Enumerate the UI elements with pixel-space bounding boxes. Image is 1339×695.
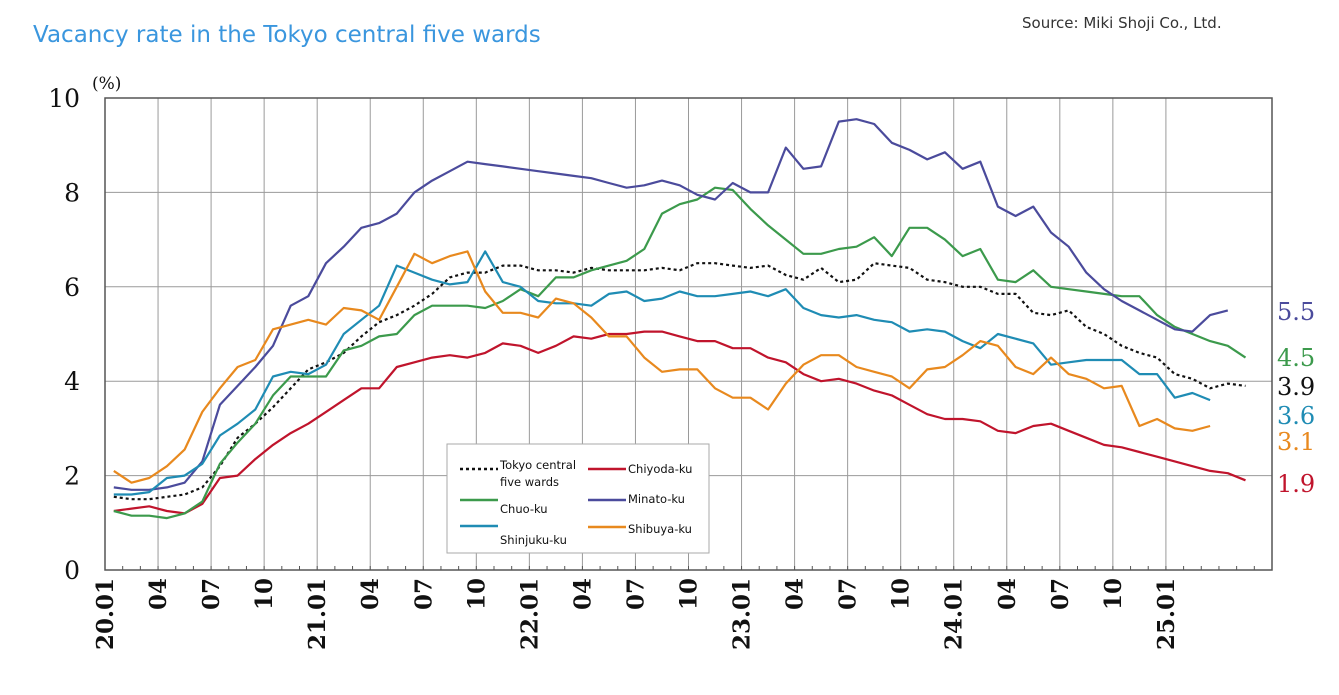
legend-label: Chuo-ku [500, 502, 548, 516]
legend-label: Tokyo central five wards [499, 458, 576, 489]
legend-box [446, 443, 710, 554]
chart-title: Vacancy rate in the Tokyo central five w… [33, 22, 541, 48]
source-note: Source: Miki Shoji Co., Ltd. [1022, 14, 1222, 32]
x-tick-label: 04 [569, 578, 596, 610]
series-line [113, 330, 1246, 515]
x-tick-label: 04 [357, 578, 384, 610]
series-line [113, 250, 1211, 496]
y-tick-label: 8 [64, 178, 80, 207]
x-tick-label: 04 [782, 578, 809, 610]
x-tick-label: 04 [145, 578, 172, 610]
x-tick-label: 23.01 [729, 578, 756, 650]
x-tick-label: 25.01 [1153, 578, 1180, 650]
x-tick-label: 24.01 [941, 578, 968, 650]
legend-label: Minato-ku [628, 492, 685, 506]
x-tick-label: 07 [622, 578, 649, 610]
series-end-label: 5.5 [1277, 298, 1315, 326]
y-tick-label: 4 [64, 367, 80, 396]
y-tick-label: 10 [48, 84, 80, 113]
series-lines [113, 118, 1247, 520]
x-tick-label: 10 [463, 578, 490, 610]
x-tick-label: 07 [835, 578, 862, 610]
series-line [113, 118, 1229, 491]
legend-label: Shibuya-ku [628, 522, 692, 536]
x-tick-label: 20.01 [92, 578, 119, 650]
y-tick-label: 6 [64, 273, 80, 302]
x-tick-label: 07 [198, 578, 225, 610]
series-line [113, 250, 1211, 484]
legend: Tokyo central five wards Chuo-ku Shinjuku-k… [446, 443, 710, 554]
x-tick-label: 04 [994, 578, 1021, 610]
legend-label: Shinjuku-ku [500, 533, 567, 547]
y-tick-label: 2 [64, 462, 80, 491]
legend-label: Chiyoda-ku [628, 462, 692, 476]
x-tick-label: 22.01 [516, 578, 543, 650]
x-tick-label: 21.01 [304, 578, 331, 650]
series-end-label: 3.6 [1277, 402, 1315, 430]
series-line [113, 186, 1247, 520]
end-labels: 3.9 1.9 4.5 5.5 3.63.1 [1277, 298, 1315, 498]
series-end-label: 1.9 [1277, 470, 1315, 498]
y-unit-label: (%) [92, 74, 121, 94]
x-tick-label: 10 [1100, 578, 1127, 610]
x-tick-label: 10 [251, 578, 278, 610]
series-end-label: 3.9 [1277, 373, 1315, 401]
x-tick-label: 10 [888, 578, 915, 610]
x-tick-label: 07 [410, 578, 437, 610]
x-tick-label: 07 [1047, 578, 1074, 610]
series-end-label: 3.1 [1277, 428, 1315, 456]
y-tick-label: 0 [64, 556, 80, 585]
series-end-label: 4.5 [1277, 344, 1315, 372]
axes: 0 2 4 6 8 10 20.01 04 07 10 21.01 04 07 10 22.01 04 07 10… [48, 74, 1273, 650]
x-tick-label: 10 [676, 578, 703, 610]
